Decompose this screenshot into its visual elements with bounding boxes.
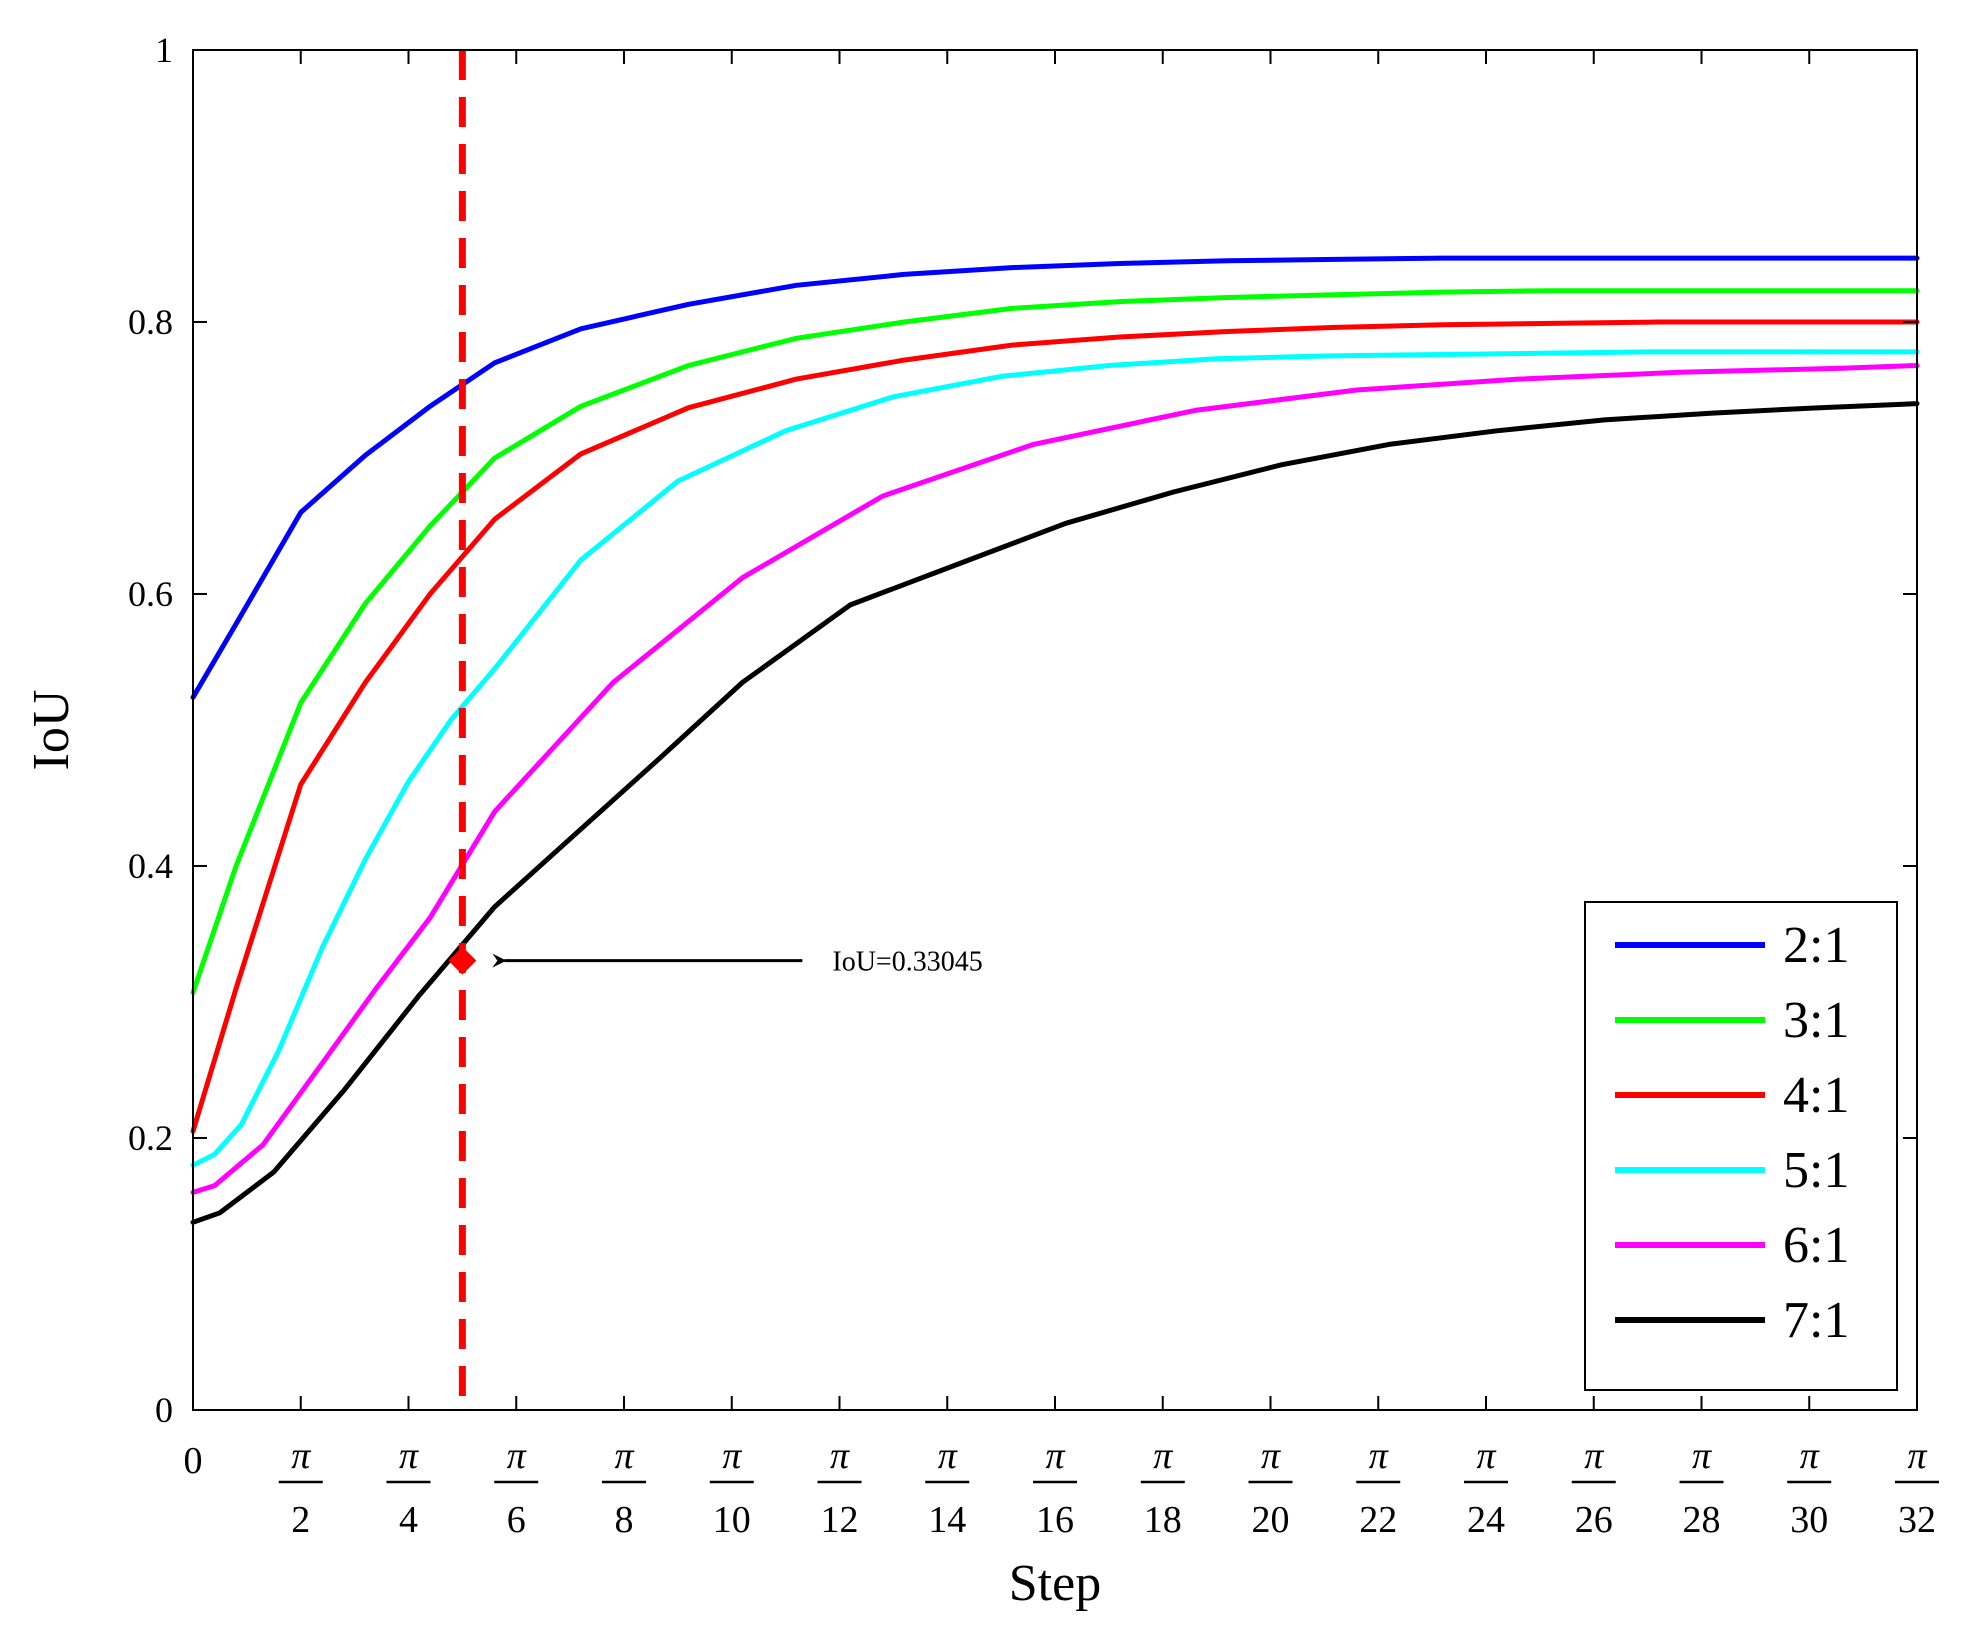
legend-label: 7:1 [1783, 1292, 1849, 1349]
x-tick-denominator: 16 [1036, 1499, 1074, 1541]
y-tick-label: 1 [155, 30, 173, 70]
x-tick-denominator: 24 [1467, 1499, 1505, 1541]
legend-label: 2:1 [1783, 917, 1849, 974]
x-tick-denominator: 22 [1359, 1499, 1397, 1541]
series-line-5-1 [190, 349, 1920, 1168]
x-tick-numerator: π [1800, 1435, 1820, 1477]
x-tick-denominator: 32 [1898, 1499, 1936, 1541]
x-axis-label: Step [1009, 1555, 1101, 1612]
annotation-layer: IoU=0.33045 [492, 947, 983, 978]
x-tick-denominator: 14 [928, 1499, 966, 1541]
legend-label: 5:1 [1783, 1142, 1849, 1199]
series-line-4-1 [190, 319, 1920, 1134]
x-tick-numerator: π [1153, 1435, 1173, 1477]
x-tick-label-zero: 0 [184, 1440, 203, 1482]
x-tick-numerator: π [938, 1435, 958, 1477]
y-tick-label: 0.4 [128, 846, 173, 886]
tick-layer: 00.20.40.60.810 π2π4π6π8π10π12π14π16π18π2… [128, 30, 1939, 1541]
x-tick-denominator: 2 [291, 1499, 310, 1541]
x-tick-numerator: π [507, 1435, 527, 1477]
y-tick-label: 0.2 [128, 1118, 173, 1158]
x-tick-numerator: π [1584, 1435, 1604, 1477]
x-tick-denominator: 26 [1575, 1499, 1613, 1541]
x-tick-numerator: π [1045, 1435, 1065, 1477]
x-tick-numerator: π [722, 1435, 742, 1477]
annotation-label: IoU=0.33045 [832, 947, 982, 978]
series-line-2-1 [190, 255, 1920, 700]
x-tick-denominator: 12 [821, 1499, 859, 1541]
reference-layer [448, 50, 477, 1410]
x-tick-denominator: 8 [615, 1499, 634, 1541]
legend-label: 3:1 [1783, 992, 1849, 1049]
series-line-6-1 [190, 363, 1920, 1195]
x-tick-numerator: π [1692, 1435, 1712, 1477]
x-tick-numerator: π [1476, 1435, 1496, 1477]
x-tick-numerator: π [1261, 1435, 1281, 1477]
x-tick-denominator: 30 [1790, 1499, 1828, 1541]
series-line-3-1 [190, 288, 1920, 995]
x-tick-denominator: 6 [507, 1499, 526, 1541]
legend: 2:1 3:1 4:1 5:1 6:1 7:1 [1584, 901, 1898, 1391]
legend-label: 6:1 [1783, 1217, 1849, 1274]
x-tick-numerator: π [1369, 1435, 1389, 1477]
annotation-marker [448, 946, 477, 975]
x-tick-numerator: π [614, 1435, 634, 1477]
x-tick-denominator: 20 [1252, 1499, 1290, 1541]
x-tick-denominator: 10 [713, 1499, 751, 1541]
x-tick-numerator: π [291, 1435, 311, 1477]
x-tick-numerator: π [830, 1435, 850, 1477]
y-tick-label: 0 [155, 1390, 173, 1430]
series-layer [190, 255, 1920, 1225]
series-line-7-1 [190, 401, 1920, 1225]
y-tick-label: 0.6 [128, 574, 173, 614]
y-tick-label: 0.8 [128, 302, 173, 342]
legend-label: 4:1 [1783, 1067, 1849, 1124]
x-tick-numerator: π [399, 1435, 419, 1477]
legend-box [1584, 901, 1898, 1391]
x-tick-denominator: 28 [1683, 1499, 1721, 1541]
y-axis-label: IoU [23, 690, 80, 771]
x-tick-denominator: 4 [399, 1499, 418, 1541]
x-tick-denominator: 18 [1144, 1499, 1182, 1541]
x-tick-numerator: π [1907, 1435, 1927, 1477]
